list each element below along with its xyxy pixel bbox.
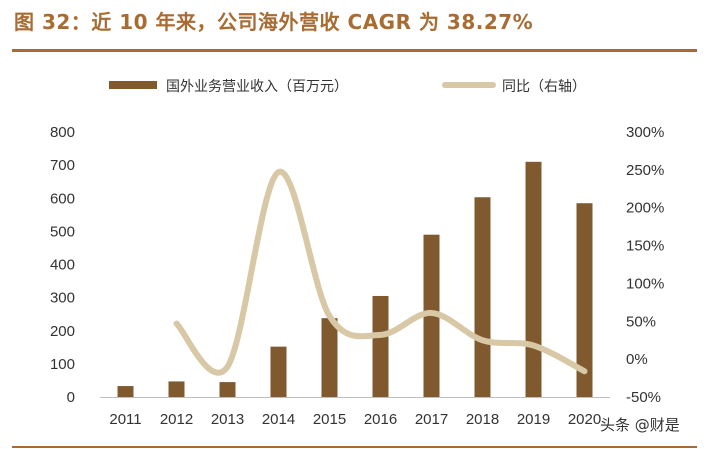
bar [525,161,542,397]
y-right-tick-label: 300% [626,124,664,141]
bar [168,381,185,397]
y-left-tick-label: 800 [50,124,75,141]
y-left-tick-label: 100 [50,356,75,373]
y-right-tick-label: 250% [626,162,664,179]
bar-series [117,161,593,397]
y-left-tick-label: 600 [50,190,75,207]
x-tick-label: 2017 [415,411,448,428]
y-right-tick-label: 150% [626,238,664,255]
x-tick-label: 2012 [160,411,193,428]
legend: 国外业务营业收入（百万元） 同比（右轴） [109,79,586,95]
y-left-tick-label: 400 [50,257,75,274]
y-left-tick-label: 500 [50,223,75,240]
left-axis: 0 100 200 300 400 500 600 700 800 [50,124,75,406]
title-rule [12,49,697,52]
y-right-tick-label: 200% [626,200,664,217]
x-tick-label: 2018 [466,411,499,428]
watermark: 头条 @财是 [600,416,680,434]
x-tick-label: 2019 [517,411,550,428]
x-tick-label: 2014 [262,411,295,428]
y-left-tick-label: 700 [50,157,75,174]
y-right-tick-label: 100% [626,275,664,292]
y-right-tick-label: 0% [626,351,648,368]
x-tick-label: 2011 [109,411,141,428]
x-tick-label: 2015 [313,411,346,428]
x-tick-label: 2016 [364,411,397,428]
legend-label-bar: 国外业务营业收入（百万元） [166,79,348,95]
bar [117,386,134,397]
y-left-tick-label: 0 [67,389,75,406]
bar [321,318,338,397]
y-right-tick-label: -50% [626,389,661,406]
y-left-tick-label: 200 [50,323,75,340]
bar [219,382,236,397]
line-series [173,169,588,376]
bar [474,197,491,397]
bar [576,203,593,397]
bar [270,346,287,397]
legend-swatch-bar [109,81,157,89]
x-axis: 2011 2012 2013 2014 2015 2016 2017 2018 2019 2020 [100,397,610,428]
bottom-rule [12,446,697,448]
x-tick-label: 2020 [568,411,601,428]
y-right-tick-label: 50% [626,313,656,330]
right-axis: -50% 0% 50% 100% 150% 200% 250% 300% [626,124,664,406]
x-tick-label: 2013 [211,411,244,428]
bar [372,295,389,397]
y-left-tick-label: 300 [50,290,75,307]
legend-label-line: 同比（右轴） [502,79,586,95]
chart-title: 图 32：近 10 年来，公司海外营收 CAGR 为 38.27% [14,10,534,34]
